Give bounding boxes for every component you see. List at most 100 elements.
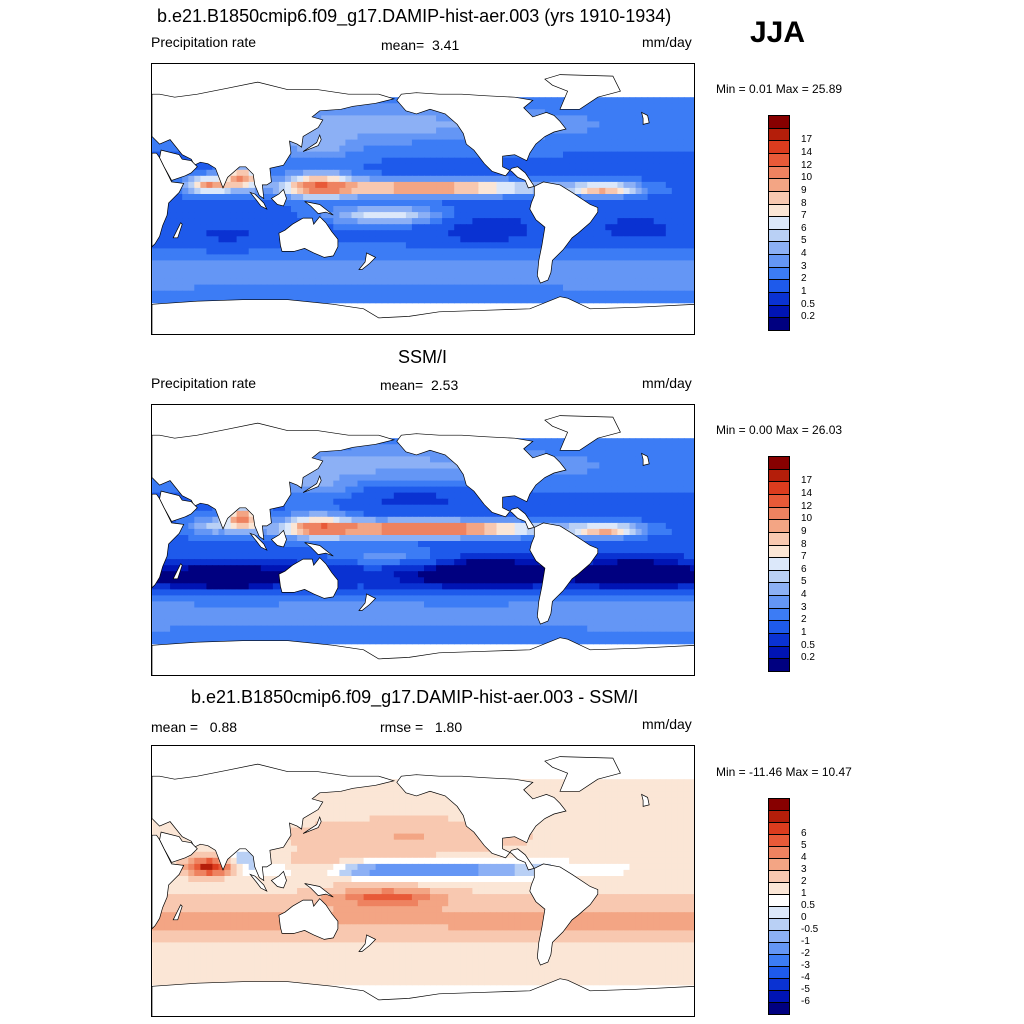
field-cell xyxy=(454,139,461,147)
field-cell xyxy=(617,151,624,159)
field-cell xyxy=(508,553,516,560)
field-cell xyxy=(333,218,340,225)
field-cell xyxy=(472,175,479,183)
field-cell xyxy=(526,450,534,457)
field-cell xyxy=(593,151,600,159)
field-cell xyxy=(448,157,455,165)
field-cell xyxy=(351,248,359,255)
field-cell xyxy=(236,272,244,280)
field-cell xyxy=(430,224,437,231)
colorbar-tick-label: 8 xyxy=(801,197,807,209)
field-cell xyxy=(333,498,340,506)
field-cell xyxy=(617,492,624,500)
field-cell xyxy=(260,224,268,231)
field-cell xyxy=(200,163,207,171)
field-cell xyxy=(357,522,365,530)
field-cell xyxy=(357,535,365,542)
field-cell xyxy=(514,266,522,274)
field-cell xyxy=(351,272,359,280)
field-cell xyxy=(381,157,389,165)
field-cell xyxy=(327,218,334,225)
field-cell xyxy=(176,559,183,566)
land-antarctica xyxy=(152,296,694,334)
field-cell xyxy=(206,504,213,512)
field-cell xyxy=(411,272,419,280)
field-cell xyxy=(593,278,600,286)
field-cell xyxy=(303,492,310,500)
field-cell xyxy=(285,206,292,213)
field-cell xyxy=(575,284,582,292)
field-cell xyxy=(260,212,268,219)
field-cell xyxy=(617,230,624,237)
field-cell xyxy=(333,187,340,195)
panel2-mean: mean= 2.53 xyxy=(380,377,459,393)
field-cell xyxy=(182,260,189,267)
field-cell xyxy=(460,224,467,231)
field-cell xyxy=(520,266,528,274)
field-cell xyxy=(665,284,673,292)
field-cell xyxy=(593,157,600,165)
field-cell xyxy=(315,194,322,201)
field-cell xyxy=(345,151,352,159)
field-cell xyxy=(454,480,461,488)
field-cell xyxy=(369,522,377,530)
field-cell xyxy=(641,133,649,141)
field-cell xyxy=(321,163,328,171)
field-cell xyxy=(502,522,510,530)
field-cell xyxy=(508,290,516,298)
field-cell xyxy=(158,278,165,286)
field-cell xyxy=(363,541,371,548)
field-cell xyxy=(381,187,389,195)
field-cell xyxy=(188,559,195,566)
field-cell xyxy=(339,528,346,536)
field-cell xyxy=(508,206,516,213)
field-cell xyxy=(593,474,600,482)
field-cell xyxy=(635,133,643,141)
field-cell xyxy=(653,254,661,261)
field-cell xyxy=(569,510,576,518)
field-cell xyxy=(369,559,377,566)
field-cell xyxy=(411,236,419,243)
field-cell xyxy=(460,266,467,274)
field-cell xyxy=(345,121,352,128)
field-cell xyxy=(442,504,449,512)
field-cell xyxy=(683,133,691,141)
field-cell xyxy=(665,468,673,476)
field-cell xyxy=(351,468,359,476)
field-cell xyxy=(593,284,600,292)
field-cell xyxy=(418,200,425,207)
field-cell xyxy=(647,444,655,451)
field-cell xyxy=(357,559,365,566)
field-cell xyxy=(671,510,679,518)
field-cell xyxy=(321,296,328,304)
field-cell xyxy=(424,127,431,135)
field-cell xyxy=(411,266,419,274)
field-cell xyxy=(690,97,694,104)
field-cell xyxy=(442,290,449,298)
field-cell xyxy=(472,224,479,231)
field-cell xyxy=(490,200,498,207)
field-cell xyxy=(260,194,268,201)
field-cell xyxy=(164,236,171,243)
field-cell xyxy=(357,236,365,243)
field-cell xyxy=(653,218,661,225)
field-cell xyxy=(593,528,600,536)
field-cell xyxy=(665,206,673,213)
field-cell xyxy=(236,224,244,231)
field-cell xyxy=(387,169,395,177)
field-cell xyxy=(671,127,679,135)
field-cell xyxy=(418,242,425,249)
field-cell xyxy=(224,181,232,189)
field-cell xyxy=(502,157,510,165)
field-cell xyxy=(303,535,310,542)
field-cell xyxy=(611,480,618,488)
field-cell xyxy=(665,462,673,469)
field-cell xyxy=(460,200,467,207)
field-cell xyxy=(206,547,213,554)
field-cell xyxy=(363,444,371,451)
field-cell xyxy=(617,504,624,512)
field-cell xyxy=(665,187,673,195)
field-cell xyxy=(605,290,612,298)
field-cell xyxy=(212,236,219,243)
field-cell xyxy=(641,169,649,177)
